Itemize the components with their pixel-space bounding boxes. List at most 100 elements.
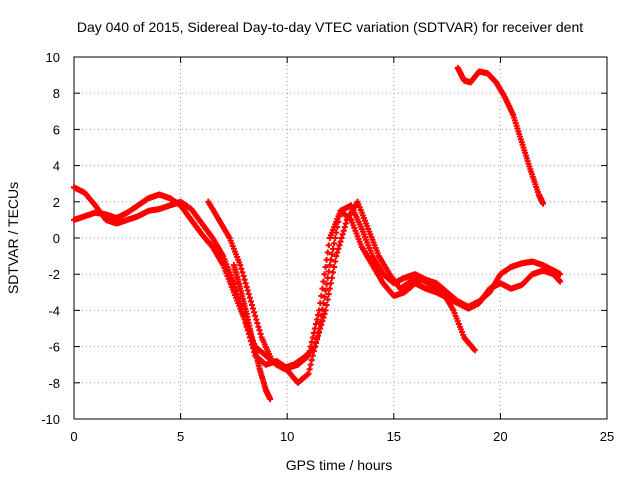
- series-arc-5: [454, 64, 547, 207]
- data-point-marker: [337, 238, 344, 245]
- data-point-marker: [331, 240, 338, 247]
- data-point-marker: [336, 213, 343, 220]
- data-point-marker: [330, 245, 337, 252]
- x-tick-label: 25: [600, 429, 614, 444]
- data-point-marker: [323, 301, 330, 308]
- y-tick-label: -8: [48, 376, 60, 391]
- data-point-marker: [322, 287, 329, 294]
- data-point-marker: [321, 293, 328, 300]
- data-point-marker: [328, 251, 335, 258]
- x-axis: 0 5 10 15 20 25: [70, 57, 614, 444]
- series-arc-2: [71, 191, 564, 386]
- data-point-marker: [316, 329, 323, 336]
- data-point-marker: [341, 224, 348, 231]
- data-point-marker: [257, 330, 264, 337]
- data-point-marker: [335, 245, 342, 252]
- data-point-marker: [330, 269, 337, 276]
- data-point-marker: [322, 263, 329, 270]
- y-tick-label: -6: [48, 340, 60, 355]
- data-point-marker: [338, 235, 345, 241]
- data-point-marker: [314, 316, 321, 323]
- data-point-marker: [334, 224, 341, 231]
- y-tick-label: 2: [53, 195, 60, 210]
- series-layer: [71, 64, 564, 403]
- x-tick-label: 0: [70, 429, 77, 444]
- y-tick-label: 8: [53, 86, 60, 101]
- data-point-marker: [327, 280, 334, 287]
- data-point-marker: [557, 278, 564, 285]
- data-point-marker: [328, 274, 335, 281]
- data-point-marker: [326, 262, 333, 269]
- data-point-marker: [239, 269, 246, 276]
- data-point-marker: [237, 262, 244, 269]
- data-point-marker: [320, 300, 327, 307]
- data-point-marker: [326, 285, 333, 292]
- y-tick-label: 0: [53, 231, 60, 246]
- data-point-marker: [321, 271, 328, 278]
- data-point-marker: [318, 321, 325, 328]
- data-point-marker: [557, 271, 564, 278]
- data-point-marker: [255, 323, 262, 330]
- data-point-marker: [320, 278, 327, 285]
- x-tick-label: 20: [493, 429, 507, 444]
- data-point-marker: [315, 332, 322, 339]
- data-point-marker: [245, 291, 252, 298]
- data-point-marker: [317, 325, 324, 332]
- data-point-marker: [327, 256, 334, 263]
- data-point-marker: [319, 285, 326, 292]
- series-arc-4: [230, 262, 274, 403]
- y-axis-label: SDTVAR / TECUs: [5, 182, 21, 294]
- data-point-marker: [267, 396, 274, 403]
- data-point-marker: [471, 347, 478, 354]
- data-point-marker: [321, 311, 328, 318]
- data-point-marker: [256, 327, 263, 334]
- data-point-marker: [324, 296, 331, 303]
- y-tick-label: -10: [41, 412, 60, 427]
- data-point-marker: [307, 361, 314, 368]
- data-point-marker: [336, 242, 343, 249]
- data-point-marker: [540, 200, 547, 207]
- data-point-marker: [332, 258, 339, 265]
- x-tick-label: 10: [280, 429, 294, 444]
- y-tick-label: 4: [53, 159, 60, 174]
- grid: [74, 57, 607, 419]
- data-point-marker: [305, 370, 312, 377]
- data-point-marker: [243, 283, 250, 290]
- data-point-marker: [339, 231, 346, 238]
- chart-title: Day 040 of 2015, Sidereal Day-to-day VTE…: [77, 19, 583, 35]
- data-point-marker: [311, 343, 318, 350]
- y-axis: -10 -8 -6 -4 -2 0 2 4 6 8 10: [41, 50, 607, 427]
- data-point-marker: [306, 366, 313, 373]
- data-point-marker: [312, 320, 319, 327]
- data-point-marker: [246, 294, 253, 301]
- x-tick-label: 15: [387, 429, 401, 444]
- data-point-marker: [240, 273, 247, 280]
- data-point-marker: [241, 276, 248, 283]
- data-point-marker: [335, 218, 342, 225]
- data-point-marker: [247, 298, 254, 305]
- data-point-marker: [309, 352, 316, 359]
- data-point-marker: [325, 242, 332, 249]
- x-axis-label: GPS time / hours: [286, 457, 393, 473]
- y-tick-label: -2: [48, 267, 60, 282]
- data-point-marker: [319, 318, 326, 325]
- data-point-marker: [320, 314, 327, 321]
- data-point-marker: [250, 305, 257, 312]
- data-point-marker: [333, 229, 340, 236]
- y-tick-label: -4: [48, 303, 60, 318]
- data-point-marker: [242, 280, 249, 287]
- data-point-marker: [334, 249, 341, 256]
- data-point-marker: [340, 227, 347, 234]
- data-point-marker: [238, 265, 245, 272]
- data-point-marker: [342, 220, 349, 227]
- y-tick-label: 6: [53, 122, 60, 137]
- data-point-marker: [251, 309, 258, 316]
- data-point-marker: [254, 320, 261, 327]
- data-point-marker: [333, 253, 340, 260]
- data-point-marker: [252, 312, 259, 319]
- x-tick-label: 5: [177, 429, 184, 444]
- data-point-marker: [312, 339, 319, 346]
- data-point-marker: [324, 249, 331, 256]
- data-point-marker: [253, 316, 260, 323]
